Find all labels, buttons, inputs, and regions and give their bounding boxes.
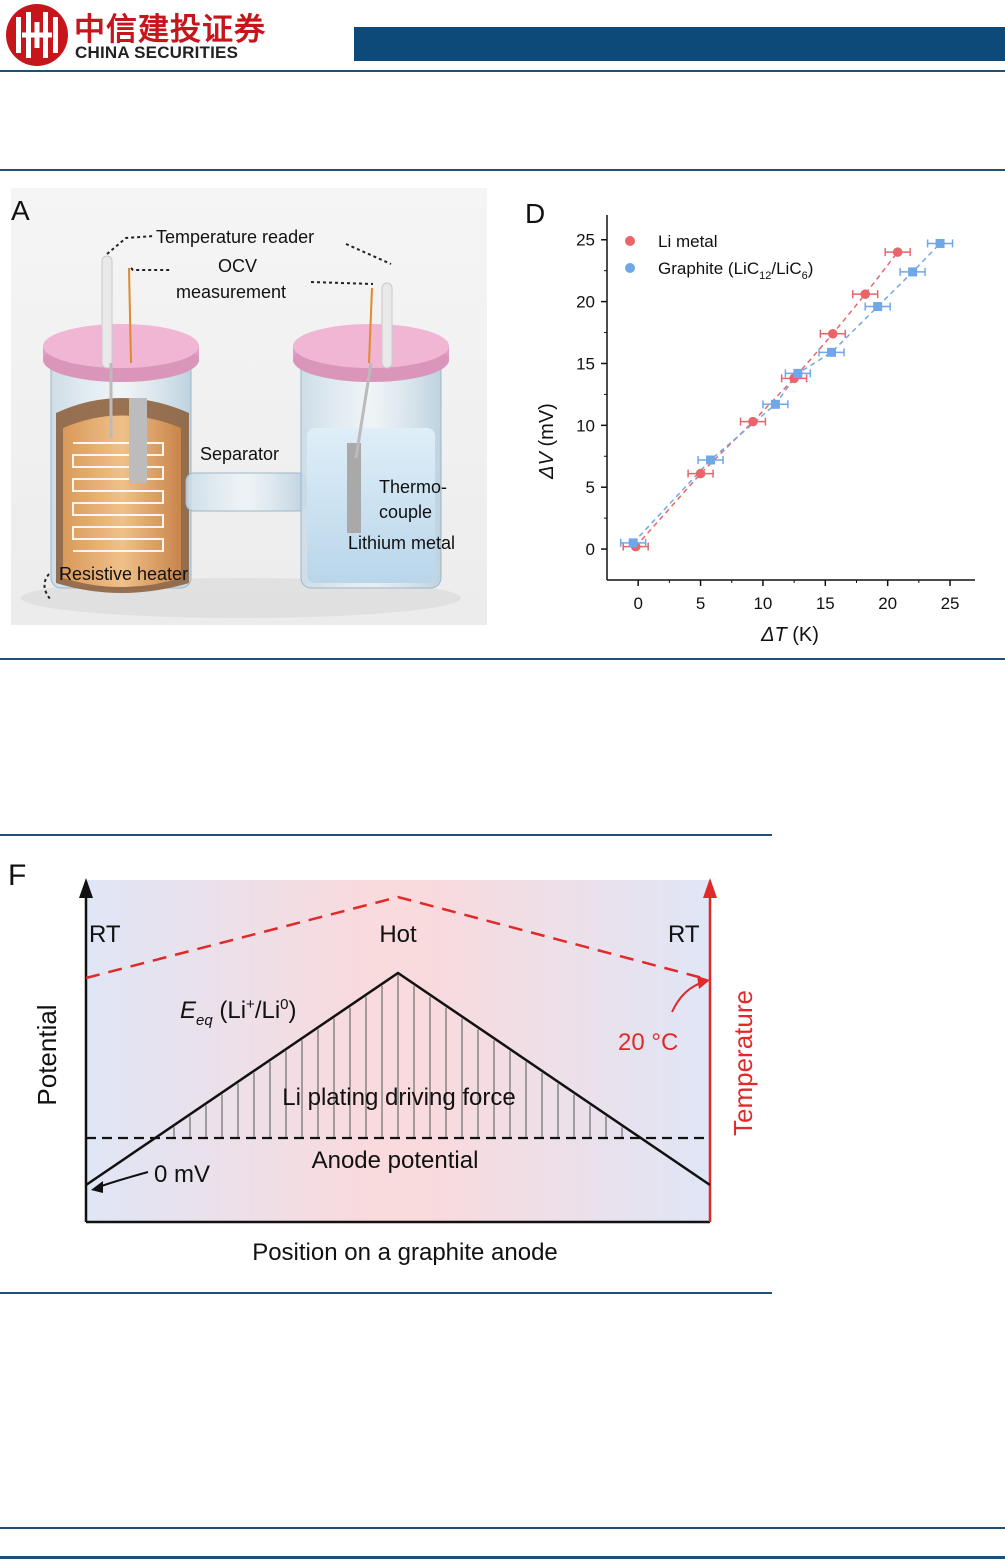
header-band xyxy=(354,27,1005,61)
potential-axis-arrow-icon xyxy=(79,878,93,898)
label-driving-force: Li plating driving force xyxy=(282,1084,515,1111)
label-ocv-measurement: measurement xyxy=(176,282,286,302)
y-tick-label: 10 xyxy=(576,416,595,435)
y-axis-title: ΔV (mV) xyxy=(536,403,558,480)
label-temperature-reader: Temperature reader xyxy=(156,227,314,247)
x-tick-label: 5 xyxy=(696,594,705,613)
panel-letter-a: A xyxy=(11,195,30,226)
y-tick-label: 15 xyxy=(576,354,595,373)
legend-label-li-metal: Li metal xyxy=(658,232,718,251)
figure-f-schematic: F RT Hot RT Eeq (Li+/Li0) 20 °C Li plati… xyxy=(8,859,758,1266)
legend-marker-graphite xyxy=(625,263,635,273)
legend-marker-li-metal xyxy=(625,236,635,246)
label-position: Position on a graphite anode xyxy=(252,1239,558,1266)
chart-legend: Li metal Graphite (LiC12/LiC6) xyxy=(625,232,813,282)
label-separator: Separator xyxy=(200,444,279,464)
temperature-axis-arrow-icon xyxy=(703,878,717,898)
footer-rule-2 xyxy=(0,1556,1005,1559)
data-point-li-metal xyxy=(860,289,871,299)
label-couple: couple xyxy=(379,502,432,522)
data-point-graphite xyxy=(908,267,918,277)
x-tick-label: 15 xyxy=(816,594,835,613)
section-rule-top xyxy=(0,169,1005,171)
y-tick-label: 20 xyxy=(576,293,595,312)
label-0mv: 0 mV xyxy=(154,1161,210,1188)
y-tick-label: 0 xyxy=(586,540,595,559)
label-resistive-heater: Resistive heater xyxy=(59,564,188,584)
x-tick-label: 0 xyxy=(633,594,642,613)
figure-f-rule-bottom xyxy=(0,1292,772,1294)
label-temperature-axis: Temperature xyxy=(728,990,758,1136)
data-point-li-metal xyxy=(827,328,838,339)
y-tick-label: 25 xyxy=(576,231,595,250)
data-point-graphite xyxy=(827,347,837,357)
label-20c: 20 °C xyxy=(618,1029,678,1056)
label-rt-right: RT xyxy=(668,921,700,948)
panel-letter-d: D xyxy=(525,198,545,229)
label-hot: Hot xyxy=(379,921,417,948)
label-potential-axis: Potential xyxy=(32,1004,62,1105)
section-rule-mid xyxy=(0,658,1005,660)
header-rule xyxy=(0,70,1005,72)
data-point-graphite xyxy=(935,238,945,248)
data-point-graphite xyxy=(873,302,883,312)
brand-name-cn: 中信建投证券 xyxy=(74,12,266,48)
data-point-li-metal xyxy=(892,247,903,257)
data-point-li-metal xyxy=(748,416,758,427)
x-tick-label: 25 xyxy=(941,594,960,613)
data-point-graphite xyxy=(770,399,780,409)
citic-logo-icon xyxy=(6,4,68,66)
data-point-graphite xyxy=(706,455,716,465)
series-line-0 xyxy=(635,251,899,548)
series-line-1 xyxy=(632,242,941,544)
x-tick-label: 10 xyxy=(753,594,772,613)
figure-d-scatter-chart: D 0 5 10 15 20 25 0 5 10 15 20 25 Li metal Graphite… xyxy=(525,198,975,646)
label-ocv: OCV xyxy=(218,256,257,276)
brand-name-en: CHINA SECURITIES xyxy=(75,43,239,62)
legend-label-graphite: Graphite (LiC12/LiC6) xyxy=(658,259,813,282)
panel-letter-f: F xyxy=(8,859,26,892)
x-axis-title: ΔT (K) xyxy=(760,624,819,646)
data-point-graphite xyxy=(628,538,638,548)
data-point-li-metal xyxy=(695,468,706,479)
data-point-graphite xyxy=(793,368,803,378)
label-lithium-metal: Lithium metal xyxy=(348,533,455,553)
x-tick-label: 20 xyxy=(878,594,897,613)
figure-a-apparatus-illustration: A Temperature reader OCV measurement Sep… xyxy=(11,188,487,625)
label-thermo: Thermo- xyxy=(379,477,447,497)
figure-f-rule-top xyxy=(0,834,772,836)
label-eeq: Eeq (Li+/Li0) xyxy=(180,996,297,1029)
footer-rule-1 xyxy=(0,1527,1005,1529)
label-rt-left: RT xyxy=(89,921,121,948)
y-tick-label: 5 xyxy=(586,478,595,497)
label-anode-potential: Anode potential xyxy=(312,1147,479,1174)
